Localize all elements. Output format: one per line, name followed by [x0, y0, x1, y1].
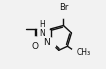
Text: N: N: [43, 38, 50, 47]
Text: O: O: [31, 42, 38, 51]
Text: H
N: H N: [40, 20, 45, 38]
Text: CH₃: CH₃: [77, 48, 91, 57]
Text: Br: Br: [59, 3, 68, 12]
